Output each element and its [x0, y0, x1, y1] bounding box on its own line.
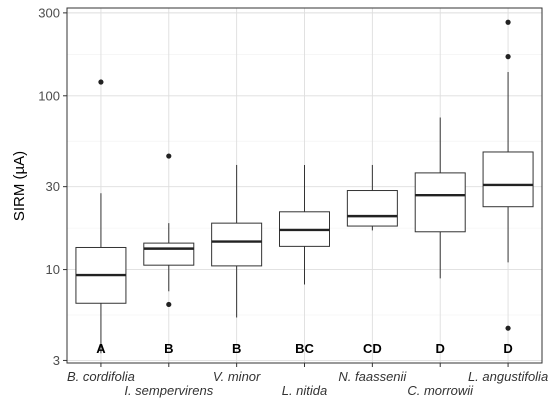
group-letter: BC	[295, 341, 314, 356]
y-tick-label: 10	[46, 262, 60, 277]
group-letter: D	[436, 341, 445, 356]
outlier-point	[505, 325, 511, 331]
box-4	[279, 164, 330, 285]
y-tick-label: 30	[46, 179, 60, 194]
x-tick-label: V. minor	[213, 369, 261, 384]
box-2	[143, 153, 195, 308]
box-7	[482, 19, 534, 331]
group-letters: A B B BC CD D D	[96, 341, 513, 356]
box-1	[75, 79, 127, 354]
outlier-point	[98, 79, 104, 85]
box-3	[211, 164, 263, 318]
y-tick-label: 3	[53, 353, 60, 368]
outlier-point	[505, 54, 511, 60]
x-tick-label: L. angustifolia	[468, 369, 548, 384]
boxes	[75, 19, 534, 354]
group-letter: A	[96, 341, 106, 356]
box-iqr	[482, 151, 534, 208]
group-letter: CD	[363, 341, 382, 356]
box-iqr	[346, 190, 398, 227]
box-iqr	[211, 222, 263, 267]
x-tick-label: L. nitida	[282, 383, 328, 398]
plot-panel-border	[66, 7, 543, 364]
x-tick-label: I. sempervirens	[124, 383, 213, 398]
group-letter: B	[164, 341, 173, 356]
outlier-point	[166, 301, 172, 308]
group-letter: D	[503, 341, 512, 356]
x-tick-label: C. morrowii	[407, 383, 474, 398]
box-5	[346, 164, 398, 231]
x-tick-label: N. faassenii	[338, 369, 407, 384]
box-6	[414, 117, 466, 279]
outlier-point	[505, 19, 511, 25]
x-tick-label: B. cordifolia	[67, 369, 135, 384]
outlier-point	[166, 153, 172, 159]
y-axis-ticks: 3 10 30 100 300	[38, 5, 67, 368]
y-axis-title: SIRM (µA)	[11, 151, 28, 221]
group-letter: B	[232, 341, 241, 356]
y-tick-label: 100	[38, 88, 60, 103]
box-iqr	[414, 172, 466, 233]
box-iqr	[143, 242, 195, 266]
y-tick-label: 300	[38, 5, 60, 20]
